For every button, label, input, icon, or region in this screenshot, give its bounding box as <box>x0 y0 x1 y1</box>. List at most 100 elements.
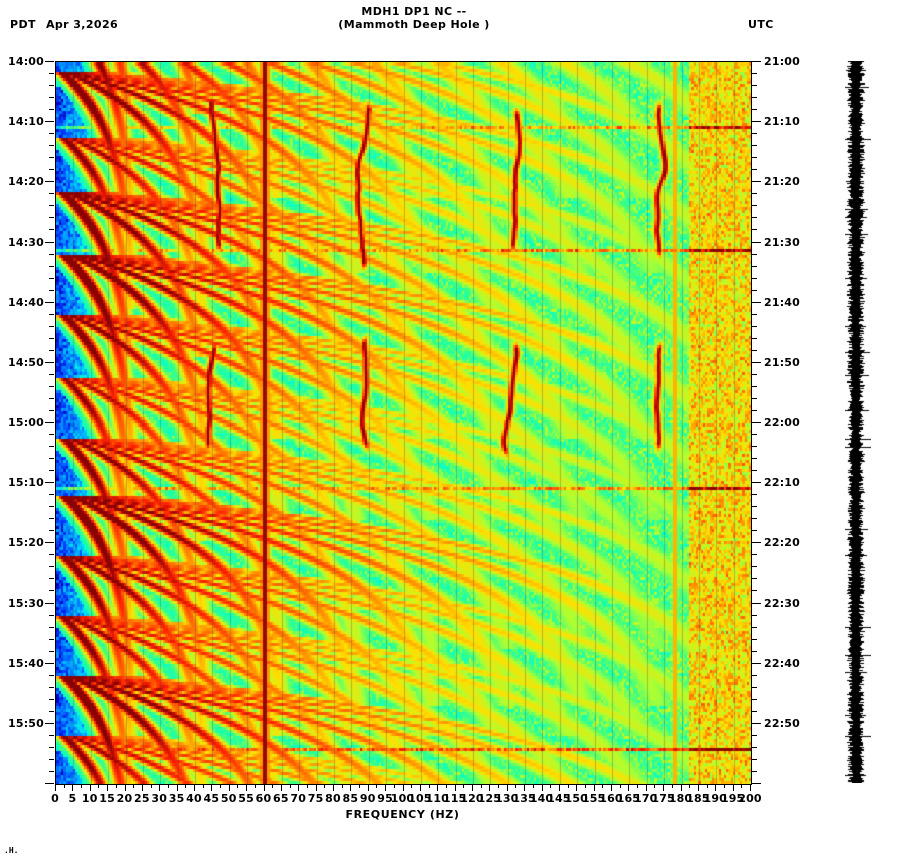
x-axis-tick <box>350 784 351 791</box>
y-axis-left-tick <box>49 254 54 255</box>
x-axis-tick <box>663 784 664 791</box>
y-axis-right-tick <box>752 326 757 327</box>
x-axis-tick <box>211 784 212 791</box>
y-axis-right-tick <box>752 217 757 218</box>
y-axis-right-tick <box>752 61 761 62</box>
x-axis-tick <box>594 784 595 791</box>
y-axis-right-tick <box>752 675 757 676</box>
x-axis-tick-label: 55 <box>238 792 254 805</box>
y-axis-right-tick <box>752 603 761 604</box>
x-axis-tick <box>646 784 647 791</box>
y-axis-left-tick-label: 14:40 <box>7 295 44 309</box>
spectrogram-canvas <box>56 62 751 784</box>
x-axis-tick-label: 125 <box>477 792 502 805</box>
y-axis-right-tick <box>752 458 757 459</box>
y-axis-right-tick <box>752 121 761 122</box>
y-axis-left-tick <box>45 603 54 604</box>
y-axis-right-tick <box>752 386 757 387</box>
x-axis-tick-label: 60 <box>255 792 272 805</box>
x-axis-tick <box>507 784 508 791</box>
x-axis-tick-label: 130 <box>494 792 519 805</box>
x-axis-tick <box>368 784 369 791</box>
y-axis-right-tick <box>752 590 757 591</box>
seismogram-trace-canvas <box>845 61 871 783</box>
y-axis-left-tick <box>49 771 54 772</box>
date-label: Apr 3,2026 <box>46 18 119 31</box>
y-axis-left-tick <box>49 290 54 291</box>
y-axis-right-tick <box>752 97 757 98</box>
y-axis-right-tick <box>752 566 757 567</box>
y-axis-right-tick <box>752 254 757 255</box>
y-axis-right-tick <box>752 422 761 423</box>
y-axis-left-tick <box>45 542 54 543</box>
y-axis-left-tick <box>49 374 54 375</box>
x-axis-tick-label: 100 <box>390 792 415 805</box>
x-axis-tick <box>681 784 682 791</box>
x-axis-tick <box>472 784 473 791</box>
y-axis-left-tick <box>49 278 54 279</box>
y-axis-right-tick <box>752 374 757 375</box>
x-axis-tick <box>298 784 299 791</box>
y-axis-right-tick <box>752 109 757 110</box>
x-axis-tick-label: 195 <box>720 792 745 805</box>
y-axis-right-tick <box>752 157 757 158</box>
y-axis-right-tick-label: 22:30 <box>764 596 801 610</box>
y-axis-left-tick <box>49 85 54 86</box>
y-axis-left-tick-label: 15:20 <box>7 536 44 550</box>
x-axis-tick-label: 115 <box>442 792 467 805</box>
y-axis-left-tick <box>49 145 54 146</box>
y-axis-right-tick <box>752 663 761 664</box>
y-axis-right-tick <box>752 350 757 351</box>
x-axis-tick <box>455 784 456 791</box>
y-axis-left-tick <box>49 735 54 736</box>
x-axis-tick-label: 105 <box>408 792 432 805</box>
y-axis-left-tick <box>45 723 54 724</box>
y-axis-left-tick-label: 15:30 <box>7 596 44 610</box>
corner-artifact-glyph: .H. <box>4 846 19 855</box>
x-axis-tick <box>333 784 334 791</box>
x-axis-tick-label: 200 <box>738 792 762 805</box>
x-axis-tick <box>316 784 317 791</box>
y-axis-right-tick <box>752 205 757 206</box>
y-axis-right-tick <box>752 362 761 363</box>
y-axis-left-tick <box>49 458 54 459</box>
x-axis-tick-label: 120 <box>460 792 484 805</box>
x-axis-tick-label: 180 <box>668 792 693 805</box>
x-axis-tick-label: 140 <box>529 792 554 805</box>
x-axis-tick <box>437 784 438 791</box>
x-axis-tick <box>229 784 230 791</box>
y-axis-right-tick <box>752 651 757 652</box>
y-axis-right-tick-label: 22:40 <box>764 656 801 670</box>
y-axis-left-tick <box>49 699 54 700</box>
y-axis-right-tick-label: 21:30 <box>764 235 801 249</box>
x-axis-tick <box>750 784 751 791</box>
y-axis-left-tick <box>45 181 54 182</box>
x-axis-tick-label: 95 <box>377 792 393 805</box>
x-axis-tick-label: 185 <box>686 792 710 805</box>
x-axis-tick <box>264 784 265 791</box>
y-axis-right-tick <box>752 145 757 146</box>
y-axis-left-tick <box>49 711 54 712</box>
y-axis-right-tick-label: 21:20 <box>764 175 801 189</box>
x-axis-tick <box>107 784 108 791</box>
y-axis-left-tick-label: 15:50 <box>7 716 44 730</box>
x-axis-tick-label: 20 <box>116 792 133 805</box>
x-axis-tick-label: 70 <box>290 792 307 805</box>
x-axis-tick-label: 165 <box>616 792 641 805</box>
y-axis-left-tick <box>49 615 54 616</box>
y-axis-left-tick <box>49 338 54 339</box>
y-axis-left-tick <box>49 759 54 760</box>
seismogram-amplitude-strip <box>845 61 871 783</box>
y-axis-right-tick <box>752 542 761 543</box>
y-axis-left-tick <box>49 398 54 399</box>
y-axis-right-tick <box>752 229 757 230</box>
y-axis-right-tick <box>752 434 757 435</box>
x-axis-tick <box>542 784 543 791</box>
y-axis-left-tick <box>49 73 54 74</box>
x-axis-tick <box>576 784 577 791</box>
y-axis-right-tick <box>752 615 757 616</box>
y-axis-right-tick <box>752 242 761 243</box>
x-axis-tick <box>628 784 629 791</box>
x-axis-tick-label: 45 <box>203 792 220 805</box>
